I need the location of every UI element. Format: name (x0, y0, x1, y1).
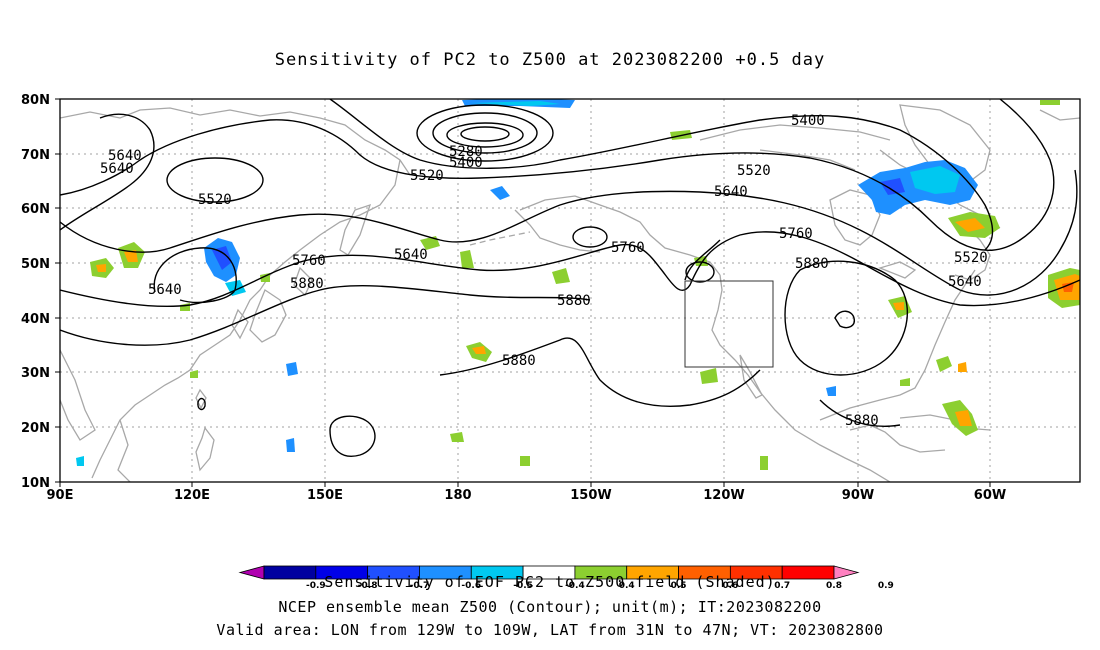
lat-label: 40N (21, 312, 50, 327)
valid-area-box (684, 280, 774, 368)
contour-label: 5520 (737, 163, 771, 179)
footer-valid-area: Valid area: LON from 129W to 109W, LAT f… (216, 621, 884, 639)
contour-label: 5400 (791, 113, 825, 129)
colorbar-tick-label: -0.8 (358, 581, 378, 591)
colorbar: -0.9 -0.8 -0.7 -0.6 -0.5 -0.4 0.4 0.5 0.6 0.7 0.8 0… (238, 565, 894, 591)
lat-axis: 80N 70N 60N 50N 40N 30N 20N 10N (21, 93, 50, 491)
lat-label: 80N (21, 93, 50, 108)
colorbar-tick-label: 0.9 (878, 581, 894, 591)
colorbar-tick-label: -0.4 (565, 581, 585, 591)
lon-label: 60W (974, 488, 1006, 503)
lat-label: 60N (21, 202, 50, 217)
contour-label: 5520 (954, 250, 988, 266)
colorbar-tick-label: 0.6 (722, 581, 738, 591)
lon-label: 120E (174, 488, 210, 503)
colorbar-tick-label: 0.7 (774, 581, 790, 591)
axis-ticks (55, 98, 991, 487)
contour-label: 5760 (611, 240, 645, 256)
colorbar-tick-label: -0.7 (410, 581, 430, 591)
contour-labels: 5640 5640 5520 5640 5760 5880 5640 5280 … (100, 113, 988, 429)
lat-label: 50N (21, 257, 50, 272)
colorbar-tick-label: 0.4 (619, 581, 635, 591)
contour-label: 5760 (292, 253, 326, 269)
lat-label: 10N (21, 476, 50, 491)
lon-axis: 90E 120E 150E 180 150W 120W 90W 60W (47, 488, 1007, 503)
contour-label: 5880 (502, 353, 536, 369)
lat-label: 70N (21, 148, 50, 163)
contour-label: 5640 (108, 148, 142, 164)
contour-label: 5880 (290, 276, 324, 292)
footer-shading-caption: Sensitivity of EOF PC2 to Z500 field (Sh… (324, 573, 776, 591)
colorbar-tick-label: -0.9 (306, 581, 326, 591)
lon-label: 90E (47, 488, 74, 503)
contour-label: 5280 (449, 144, 483, 160)
contour-label: 5520 (198, 192, 232, 208)
lat-label: 30N (21, 366, 50, 381)
map-frame (59, 98, 1081, 483)
footer-contour-caption: NCEP ensemble mean Z500 (Contour); unit(… (278, 598, 822, 616)
contour-label: 5640 (148, 282, 182, 298)
chart-title: Sensitivity of PC2 to Z500 at 2023082200… (274, 50, 826, 70)
colorbar-tick-label: 0.5 (671, 581, 687, 591)
contour-label: 5640 (714, 184, 748, 200)
lon-label: 150E (307, 488, 343, 503)
contour-label: 5400 (449, 155, 483, 171)
map-area (60, 99, 1080, 482)
lon-label: 120W (703, 488, 744, 503)
contour-label: 5520 (410, 168, 444, 184)
contour-label: 5640 (100, 161, 134, 177)
colorbar-tick-label: -0.5 (513, 581, 533, 591)
contour-label: 5880 (845, 413, 879, 429)
colorbar-tick-label: -0.6 (461, 581, 481, 591)
colorbar-arrow-high (833, 565, 860, 580)
contour-label: 5640 (394, 247, 428, 263)
z500-contours (60, 99, 1080, 457)
contour-label: 5880 (795, 256, 829, 272)
contour-label: 5640 (948, 274, 982, 290)
lon-label: 90W (842, 488, 874, 503)
contour-label: 5760 (779, 226, 813, 242)
lat-label: 20N (21, 421, 50, 436)
lon-label: 150W (570, 488, 611, 503)
lon-label: 180 (444, 488, 471, 503)
colorbar-tick-label: 0.8 (826, 581, 842, 591)
contour-label: 5880 (557, 293, 591, 309)
